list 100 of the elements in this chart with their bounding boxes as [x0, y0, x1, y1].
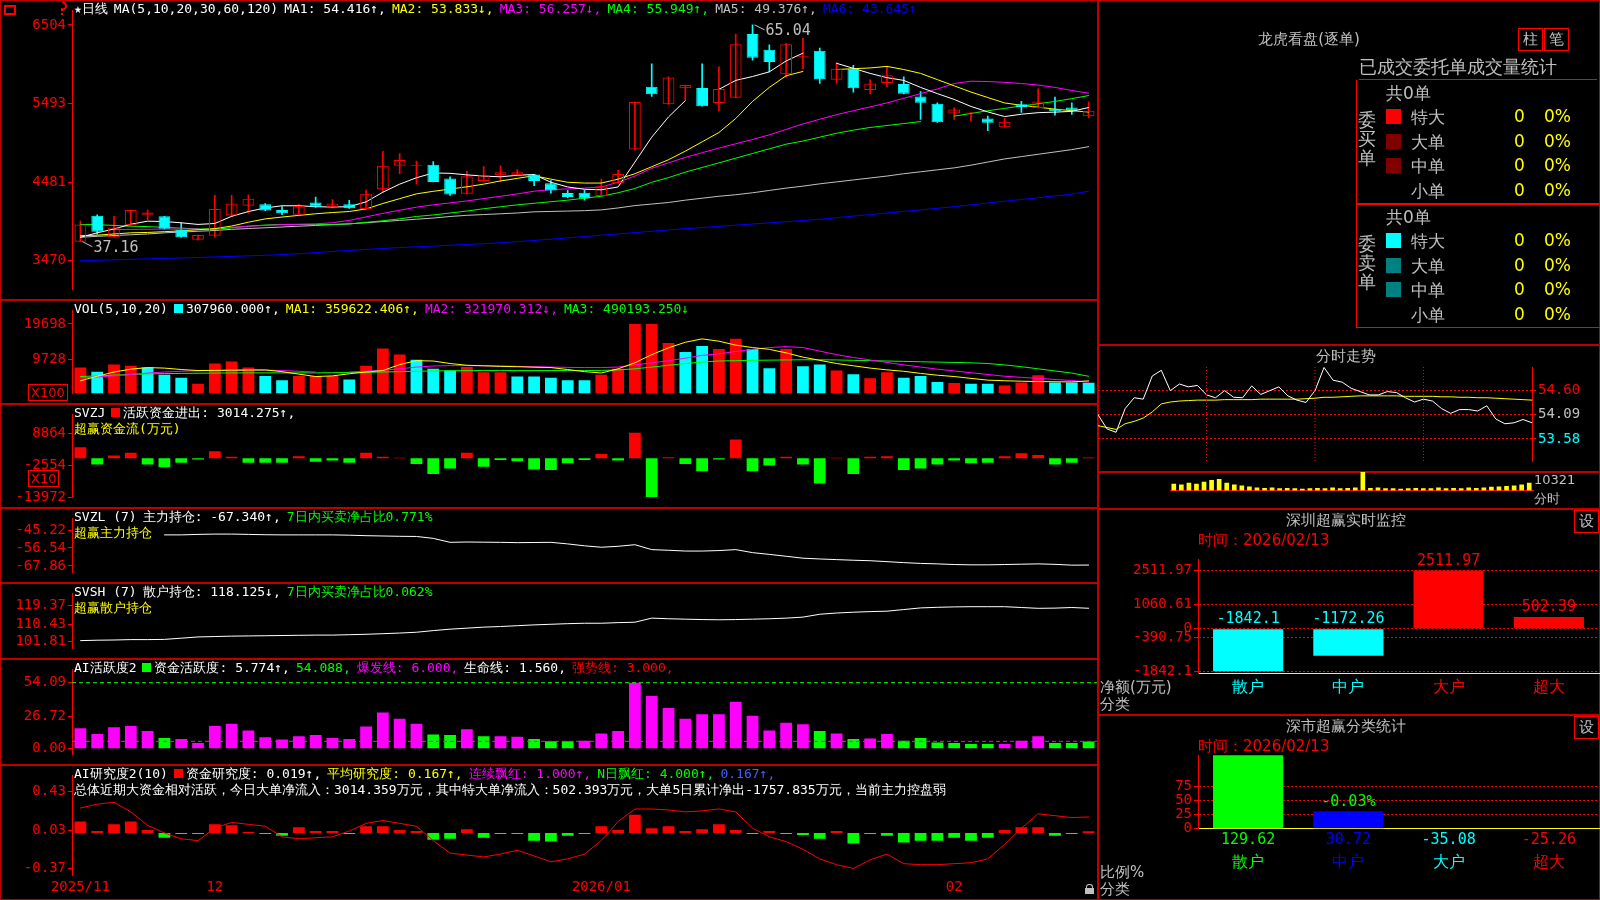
data-label: 0%: [1544, 106, 1571, 126]
bar: [360, 452, 372, 459]
legend-label: 活跃资金进出: 3014.275↑,: [123, 405, 296, 420]
x-axis-title: 分类: [1100, 695, 1130, 713]
bar: [847, 458, 860, 474]
text: X100: [28, 384, 68, 401]
data-label: -1172.26: [1312, 609, 1385, 628]
y-tick-label: 1060.61: [1132, 594, 1192, 611]
bar: [326, 458, 339, 461]
bar: [931, 832, 944, 841]
bar: [696, 346, 708, 394]
x-tick-label: 超大: [1532, 676, 1565, 696]
y-tick-label: 0.43: [32, 782, 66, 799]
bar: [1405, 488, 1411, 491]
data-label: 2511.97: [1417, 550, 1481, 569]
bar: [545, 458, 557, 471]
bar: [948, 832, 961, 838]
text: 已成交委托单成交量统计: [1359, 55, 1597, 80]
x-tick-label: 超大: [1532, 851, 1565, 871]
bar: [1352, 487, 1358, 491]
chart-title: ★日线: [74, 1, 108, 16]
bar: [393, 830, 406, 833]
bar: [679, 458, 692, 464]
category-label: 中单: [1411, 155, 1445, 178]
bar: [141, 830, 154, 833]
category-label: 小单: [1411, 304, 1445, 325]
bar: [494, 372, 507, 394]
x-tick-label: 大户: [1432, 676, 1465, 696]
bar: [427, 734, 440, 749]
data-label: 129.62: [1221, 830, 1276, 849]
bar: [343, 458, 356, 463]
text: MA3: 490193.250↓: [563, 301, 690, 316]
data-label: 0: [1514, 106, 1525, 126]
y-tick-label: 54.09: [23, 673, 66, 690]
bar: [242, 458, 255, 463]
bar: [528, 376, 540, 394]
bar: [948, 743, 961, 749]
data-label: 0%: [1544, 155, 1571, 175]
data-label: 0%: [1544, 303, 1571, 324]
data-label: 0%: [1544, 279, 1571, 299]
bar: [679, 352, 692, 394]
data-label: 0: [1514, 254, 1525, 275]
bar: [292, 827, 305, 833]
x-tick-label: 散户: [1232, 676, 1265, 696]
bar: [444, 832, 456, 839]
bar: [746, 458, 759, 472]
bar: [175, 377, 188, 394]
chart-title: 深圳超赢实时监控: [1286, 511, 1406, 529]
annotation: 65.04: [765, 20, 811, 39]
bar: [511, 376, 524, 394]
y-tick-label: 54.60: [1538, 381, 1581, 398]
y-tick-label: -45.22: [15, 520, 66, 537]
bar: [360, 826, 372, 833]
bar: [477, 458, 490, 467]
x-tick-label: 12: [206, 878, 224, 895]
bar: [444, 735, 456, 749]
bar: [897, 832, 910, 843]
bar: [528, 739, 540, 749]
chart-title: 分时走势: [1316, 347, 1376, 365]
bar: [1383, 488, 1388, 491]
bar: [1313, 629, 1384, 656]
bar: [713, 349, 725, 394]
bar: [981, 832, 994, 838]
bar: [797, 366, 809, 394]
bar: [948, 458, 961, 461]
y-tick-label: -0.37: [23, 859, 66, 876]
bar: [1015, 453, 1028, 459]
bar: [1224, 482, 1230, 491]
data-label: 0: [1514, 179, 1525, 200]
text: 共0单: [1386, 206, 1431, 229]
bar: [813, 458, 826, 484]
bar: [309, 375, 322, 394]
bar: [965, 458, 977, 464]
bar: [696, 829, 708, 833]
bar: [276, 458, 288, 463]
bar: [427, 458, 440, 474]
y-tick-label: 119.37: [15, 596, 66, 613]
legend-label: 资金研究度: 0.019↑,: [185, 766, 322, 781]
bar: [1032, 455, 1045, 459]
bar: [612, 458, 624, 461]
bar: [1277, 488, 1282, 491]
bar: [175, 458, 188, 463]
x-tick-label: 大户: [1432, 851, 1465, 871]
bar: [881, 456, 893, 459]
bar: [444, 458, 456, 469]
x-tick-label: 02: [945, 878, 963, 895]
bar: [965, 383, 977, 394]
legend-label: 资金活跃度: 5.774↑,: [154, 660, 290, 675]
text: 笔: [1544, 28, 1569, 51]
bar: [1065, 743, 1078, 749]
bar: [696, 458, 708, 472]
annotation: 37.16: [93, 237, 139, 256]
y-tick-label: -1842.1: [1132, 661, 1192, 678]
text: 分时: [1534, 490, 1560, 508]
bar: [292, 375, 305, 394]
bar: [914, 832, 927, 841]
bar: [998, 830, 1011, 833]
bar: [1049, 458, 1061, 465]
bar: [847, 374, 860, 394]
annotation: 7日内买卖净占比0.062%: [286, 584, 433, 599]
